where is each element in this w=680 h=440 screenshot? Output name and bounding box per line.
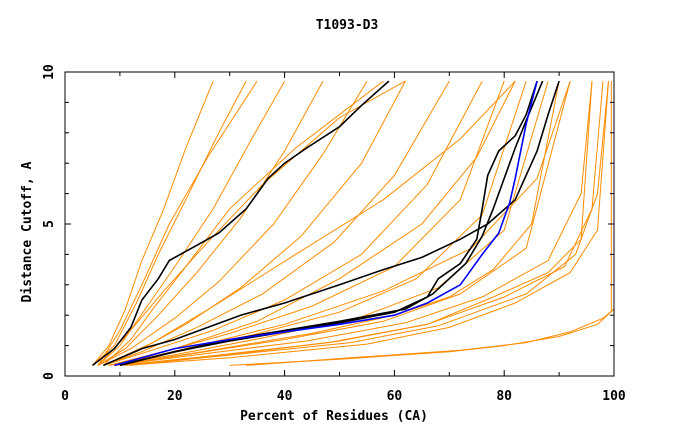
orange-model-line-7 [103,80,483,366]
y-tick-label: 10 [42,64,57,80]
x-tick-label: 20 [167,389,183,404]
x-tick-label: 80 [496,389,512,404]
x-tick-label: 100 [602,389,626,404]
orange-model-line-15 [125,81,609,366]
orange-model-line-16 [114,81,560,366]
orange-model-line-18 [97,80,258,366]
orange-model-line-21 [97,80,406,366]
orange-model-line-25 [246,308,615,366]
orange-model-line-2 [97,80,286,366]
x-axis-label: Percent of Residues (CA) [240,409,428,424]
black-model-line-1 [103,80,560,367]
orange-model-line-20 [130,81,593,366]
orange-model-line-3 [97,80,324,366]
ticks-group: 0 20 40 60 80 100 0 5 10 [42,64,626,404]
curves-group [92,80,615,367]
black-model-line-0 [92,80,390,367]
orange-model-line-14 [119,81,609,366]
orange-model-line-6 [103,80,450,366]
orange-model-line-12 [114,81,593,366]
x-tick-label: 40 [277,389,293,404]
blue-model-line-0 [114,80,538,367]
orange-model-line-13 [119,81,604,366]
chart-title: T1093-D3 [316,18,379,33]
orange-model-line-9 [108,80,527,366]
y-tick-label: 5 [42,220,57,228]
orange-model-line-1 [92,80,247,366]
orange-model-line-22 [103,80,516,366]
orange-model-line-0 [92,80,214,366]
y-axis-label: Distance Cutoff, A [20,161,35,302]
x-tick-label: 60 [387,389,403,404]
orange-model-line-4 [97,80,368,366]
y-tick-label: 0 [42,372,57,380]
x-tick-label: 0 [61,389,69,404]
